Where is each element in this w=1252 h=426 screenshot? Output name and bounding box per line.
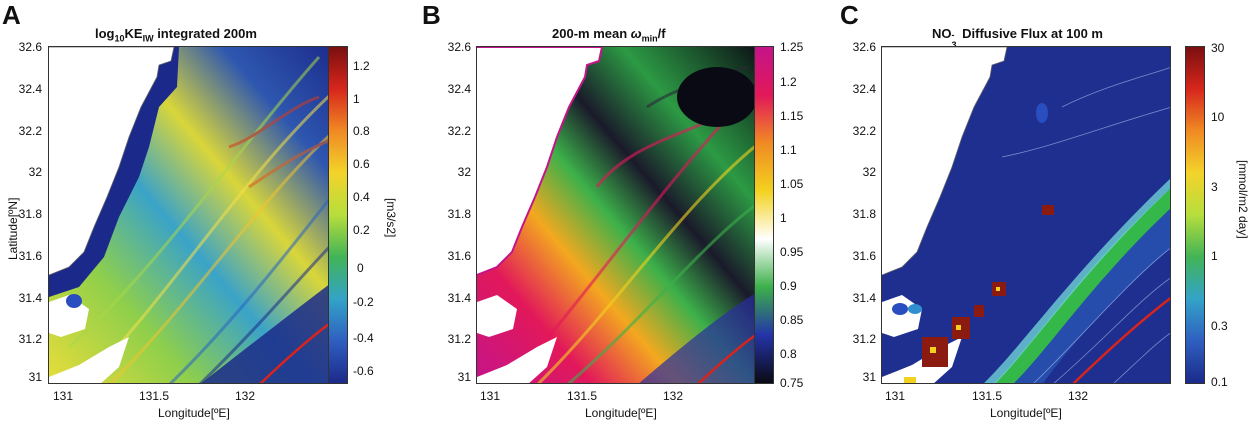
y-tick-label: 31.8 [18,207,42,221]
colorbar-tick-label: 0.2 [353,223,370,237]
colorbar-tick-label: 0.3 [1211,319,1228,333]
colorbar-tick-label: 0.9 [780,279,797,293]
colorbar-tick-label: -0.2 [353,295,374,309]
panel-letter: B [422,0,441,30]
colorbar-tick-label: 0.6 [353,157,370,171]
y-tick-label: 32 [28,165,42,179]
colorbar-tick-label: 30 [1211,41,1225,55]
colorbar-tick-label: 0.8 [353,124,370,138]
x-tick-label: 132 [234,389,256,403]
y-tick-label: 31.2 [852,332,876,346]
colorbar-tick-label: 3 [1211,180,1218,194]
x-tick-label: 132 [1067,389,1089,403]
y-tick-label: 31.8 [447,207,471,221]
colorbar-tick-label: 0.4 [353,190,370,204]
panel-title: NO -3 Diffusive Flux at 100 m [932,26,1103,50]
y-tick-label: 31.4 [18,291,42,305]
colorbar-tick-label: 1 [780,211,787,225]
panel-c: C NO -3 Diffusive Flux at 100 m 32.6 32.4… [838,0,1250,426]
panel-title: 200-m mean ωmin/f [552,26,666,44]
y-tick-label: 31.4 [852,291,876,305]
colorbar-tick-label: 1.2 [353,59,370,73]
colorbar-tick-label: -0.4 [353,331,374,345]
y-tick-label: 31.6 [447,249,471,263]
y-tick-label: 31.6 [18,249,42,263]
x-tick-label: 131.5 [138,389,170,403]
x-tick-label: 131 [884,389,906,403]
panel-b: B 200-m mean ωmin/f 32.6 32.4 32.2 32 31… [420,0,830,426]
y-tick-label: 32.6 [852,40,876,54]
colorbar-tick-label: 0.8 [780,347,797,361]
y-tick-label: 31.8 [852,207,876,221]
colorbar-tick-label: 1.1 [780,143,797,157]
y-tick-label: 31.2 [447,332,471,346]
colorbar-tick-label: 1 [1211,249,1218,263]
y-tick-label: 31 [28,370,42,384]
y-tick-label: 31.4 [447,291,471,305]
y-tick-label: 32.4 [852,82,876,96]
colorbar-tick-label: 1.2 [780,75,797,89]
y-tick-label: 31 [457,370,471,384]
y-tick-label: 31.2 [18,332,42,346]
x-tick-label: 131 [52,389,74,403]
colorbar-tick-label: 0.85 [780,313,804,327]
colorbar-tick-label: 1.25 [780,40,804,54]
x-tick-label: 131.5 [566,389,598,403]
y-tick-label: 32 [862,165,876,179]
colorbar-tick-label: 0 [357,261,364,275]
x-axis-title: Longitude[ºE] [158,406,230,420]
colorbar-tick-label: 1.05 [780,177,804,191]
panel-letter: A [2,0,21,30]
y-tick-label: 32.6 [447,40,471,54]
x-tick-label: 132 [662,389,684,403]
map-image [49,47,337,383]
colorbar [328,46,348,384]
panel-letter: C [840,0,859,30]
y-tick-label: 32.2 [852,124,876,138]
y-tick-label: 32.2 [447,124,471,138]
map-image [882,47,1170,383]
map-canvas [476,46,766,384]
x-tick-label: 131 [479,389,501,403]
colorbar-tick-label: 1 [353,92,360,106]
colorbar-tick-label: 0.1 [1211,375,1228,389]
colorbar-unit: [mmol/m2 day] [1236,160,1250,239]
y-tick-label: 32.6 [18,40,42,54]
panel-a: A log10KEIW integrated 200m Latitude[ºN]… [0,0,410,426]
x-axis-title: Longitude[ºE] [585,406,657,420]
x-tick-label: 131.5 [971,389,1003,403]
colorbar-tick-label: 0.95 [780,245,804,259]
map-image [477,47,765,383]
y-tick-label: 32.4 [447,82,471,96]
colorbar-tick-label: 0.75 [780,376,804,390]
colorbar-unit: [m3/s2] [384,198,398,238]
x-axis-title: Longitude[ºE] [990,406,1062,420]
y-tick-label: 32.2 [18,124,42,138]
y-tick-label: 31.6 [852,249,876,263]
panel-title: log10KEIW integrated 200m [95,26,257,44]
colorbar-tick-label: 10 [1211,110,1225,124]
y-tick-label: 31 [862,370,876,384]
colorbar [1185,46,1205,384]
y-tick-label: 32.4 [18,82,42,96]
map-canvas [48,46,338,384]
colorbar-tick-label: 1.15 [780,109,804,123]
y-tick-label: 32 [457,165,471,179]
colorbar-tick-label: -0.6 [353,364,374,378]
colorbar [754,46,774,384]
map-canvas [881,46,1171,384]
